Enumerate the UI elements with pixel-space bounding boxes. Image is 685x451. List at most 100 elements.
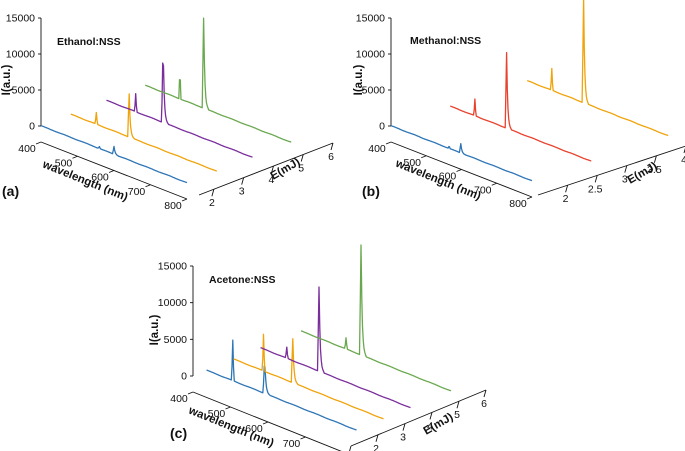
energy-tick-label: 4 [427, 420, 433, 432]
wavelength-tick-mark [262, 421, 269, 425]
wavelength-tick-mark [491, 182, 497, 186]
energy-tick-label: 2 [209, 197, 215, 209]
spectrum-trace [527, 0, 669, 137]
panel-title: Methanol:NSS [410, 35, 481, 47]
wavelength-tick-mark [526, 196, 533, 200]
wavelength-tick-mark [72, 155, 78, 159]
spectrum-trace [390, 125, 533, 182]
wavelength-tick-label: 600 [245, 423, 263, 435]
wavelength-tick-label: 700 [474, 184, 492, 196]
energy-tick-mark [565, 185, 569, 193]
energy-tick-label: 6 [481, 398, 487, 410]
energy-tick-mark [300, 154, 304, 162]
wavelength-tick-mark [225, 406, 231, 410]
intensity-tick-label: 5000 [12, 85, 36, 97]
intensity-tick-label: 0 [181, 371, 187, 383]
wavelength-tick-label: 500 [55, 157, 73, 169]
wavelength-tick-mark [456, 169, 462, 172]
energy-tick-label: 5 [454, 409, 460, 421]
spectrum-trace [450, 51, 592, 162]
energy-axis-label: E(mJ) [422, 411, 456, 437]
energy-tick-mark [594, 175, 598, 183]
wavelength-tick-mark [108, 170, 115, 173]
energy-axis-line [537, 145, 685, 196]
intensity-tick-label: 10000 [158, 297, 187, 309]
spectrum-trace [70, 93, 217, 172]
panel-title: Acetone:NSS [209, 274, 276, 286]
energy-tick-mark [211, 189, 215, 197]
energy-tick-mark [456, 401, 460, 409]
intensity-tick-label: 0 [29, 121, 35, 133]
spectrum-trace [206, 339, 357, 431]
energy-tick-mark [429, 412, 433, 420]
wavelength-tick-label: 600 [439, 171, 457, 183]
energy-tick-label: 4 [269, 174, 275, 186]
intensity-axis-label: I(a.u.) [149, 315, 161, 346]
energy-tick-label: 3 [400, 432, 406, 444]
energy-tick-mark [653, 155, 657, 163]
spectrum-trace [144, 17, 292, 143]
energy-tick-mark [241, 177, 245, 185]
wavelength-tick-mark [187, 391, 194, 395]
energy-tick-mark [624, 165, 628, 173]
energy-tick-mark [483, 389, 487, 398]
energy-tick-label: 2 [563, 193, 569, 205]
wavelength-tick-label: 800 [509, 198, 527, 210]
intensity-tick-label: 5000 [362, 85, 386, 97]
panel-c: 050001000015000I(a.u.)400500600700800wav… [149, 244, 487, 451]
intensity-tick-label: 15000 [158, 261, 187, 273]
wavelength-tick-label: 600 [91, 172, 109, 184]
wavelength-tick-label: 500 [208, 408, 226, 420]
intensity-tick-label: 0 [379, 121, 385, 133]
energy-tick-mark [330, 142, 334, 151]
panel-b: 0 5000 10000 15000 I(a.u.) 400 500 600 700 800 wav… [353, 0, 685, 210]
intensity-tick-label: 15000 [356, 13, 385, 25]
energy-tick-label: 3.5 [647, 164, 662, 176]
energy-axis-label: E(mJ) [269, 156, 303, 182]
wavelength-tick-label: 800 [164, 200, 182, 212]
energy-tick-label: 3 [622, 174, 628, 186]
wavelength-tick-label: 400 [170, 393, 188, 405]
wavelength-tick-label: 400 [368, 143, 386, 155]
intensity-axis-label: I(a.u.) [1, 65, 13, 96]
spectrum-trace [300, 244, 452, 392]
panel-a: 0 5000 10000 15000 I(a.u.) 400 500 600 700 800 wav… [1, 13, 334, 213]
energy-tick-label: 2 [373, 443, 379, 451]
energy-tick-mark [271, 165, 274, 174]
wavelength-tick-mark [300, 436, 306, 440]
wavelength-tick-label: 500 [403, 157, 421, 169]
panel-label: (b) [362, 183, 380, 199]
wavelength-tick-label: 400 [18, 143, 36, 155]
spectrum-trace [260, 286, 411, 409]
intensity-tick-label: 10000 [356, 49, 385, 61]
energy-tick-label: 3 [239, 186, 245, 198]
wavelength-tick-mark [421, 155, 427, 159]
energy-tick-label: 4 [681, 154, 685, 166]
energy-axis-line [350, 389, 487, 447]
wavelength-tick-mark [181, 198, 188, 202]
intensity-tick-label: 15000 [6, 13, 35, 25]
wavelength-tick-mark [385, 141, 392, 145]
spectrum-trace [106, 62, 253, 158]
panel-label: (a) [2, 183, 19, 199]
panel-title: Ethanol:NSS [57, 36, 121, 48]
spectrum-trace [40, 125, 188, 184]
energy-tick-label: 6 [328, 151, 334, 163]
energy-axis-line [198, 142, 334, 196]
energy-tick-mark [683, 147, 685, 154]
wavelength-axis-label: wavelength (nm) [40, 158, 130, 204]
wavelength-tick-mark [35, 141, 42, 145]
wavelength-tick-mark [145, 184, 151, 188]
intensity-tick-label: 5000 [164, 334, 188, 346]
energy-tick-label: 5 [298, 163, 304, 175]
energy-tick-label: 2.5 [588, 183, 603, 195]
wavelength-axis-label: wavelength (nm) [393, 157, 483, 203]
energy-tick-mark [402, 423, 406, 431]
intensity-axis-label: I(a.u.) [353, 65, 365, 96]
wavelength-tick-label: 700 [283, 438, 301, 450]
energy-tick-mark [375, 434, 379, 442]
spectrum-trace [233, 333, 384, 420]
wavelength-tick-label: 700 [128, 186, 146, 198]
energy-tick-mark [349, 445, 352, 451]
